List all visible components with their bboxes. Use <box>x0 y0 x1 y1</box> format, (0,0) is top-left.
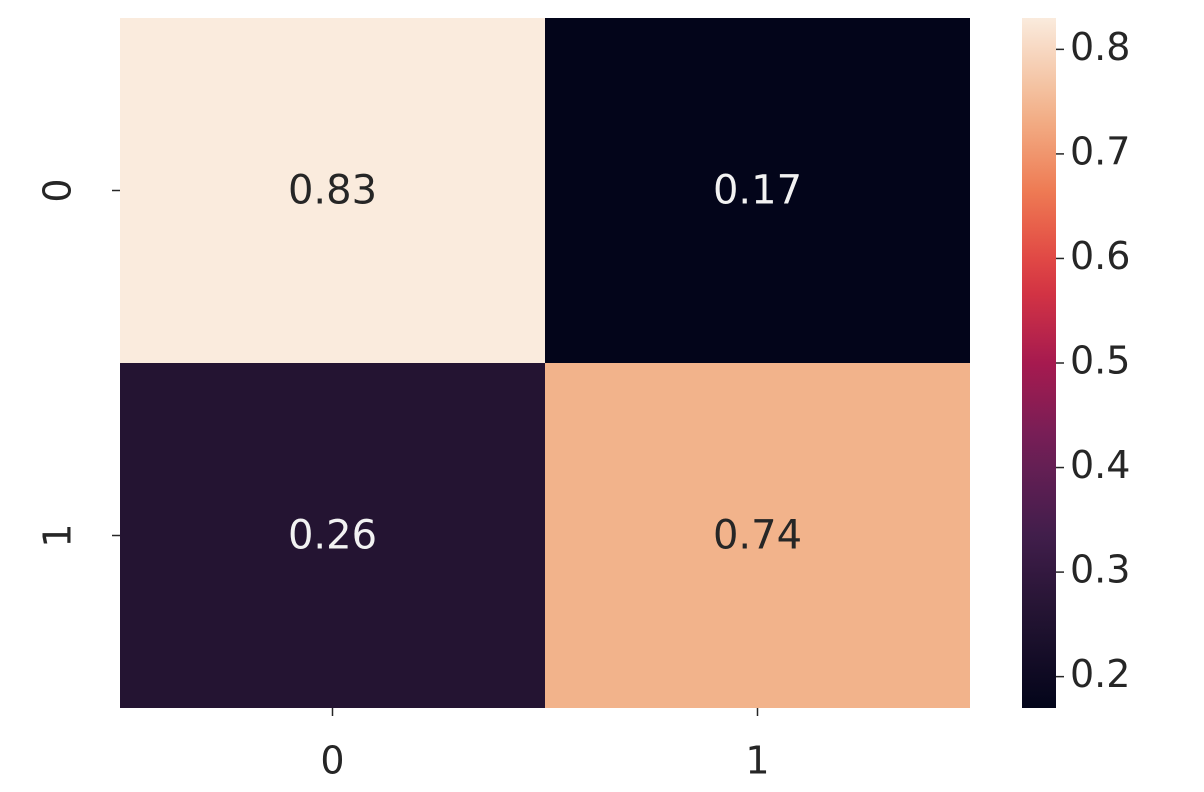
x-tick-label-1: 1 <box>745 739 769 783</box>
y-axis: 01 <box>36 178 120 548</box>
colorbar-tick-label-6: 0.8 <box>1070 25 1130 69</box>
heatmap-cells <box>120 18 970 708</box>
colorbar-tick-label-5: 0.7 <box>1070 129 1130 173</box>
cell-value-label-0-1: 0.17 <box>713 168 802 214</box>
cell-value-label-1-1: 0.74 <box>713 513 802 559</box>
colorbar-tick-label-3: 0.5 <box>1070 339 1130 383</box>
colorbar-tick-label-1: 0.3 <box>1070 548 1130 592</box>
y-tick-label-1: 1 <box>36 523 80 547</box>
heatmap-cell-0-0 <box>120 18 545 363</box>
x-tick-label-0: 0 <box>320 739 344 783</box>
colorbar-gradient <box>1022 18 1056 708</box>
heatmap-cell-labels: 0.83 0.17 0.26 0.74 <box>288 168 802 559</box>
y-tick-label-0: 0 <box>36 178 80 202</box>
heatmap-cell-1-1 <box>545 363 970 708</box>
colorbar-tick-label-0: 0.2 <box>1070 652 1130 696</box>
colorbar-tick-label-4: 0.6 <box>1070 234 1130 278</box>
heatmap-cell-0-1 <box>545 18 970 363</box>
cell-value-label-0-0: 0.83 <box>288 168 377 214</box>
cell-value-label-1-0: 0.26 <box>288 513 377 559</box>
colorbar: 0.2 0.3 0.4 0.5 0.6 0.7 0.8 <box>1022 18 1130 708</box>
heatmap-cell-1-0 <box>120 363 545 708</box>
colorbar-tick-label-2: 0.4 <box>1070 443 1130 487</box>
